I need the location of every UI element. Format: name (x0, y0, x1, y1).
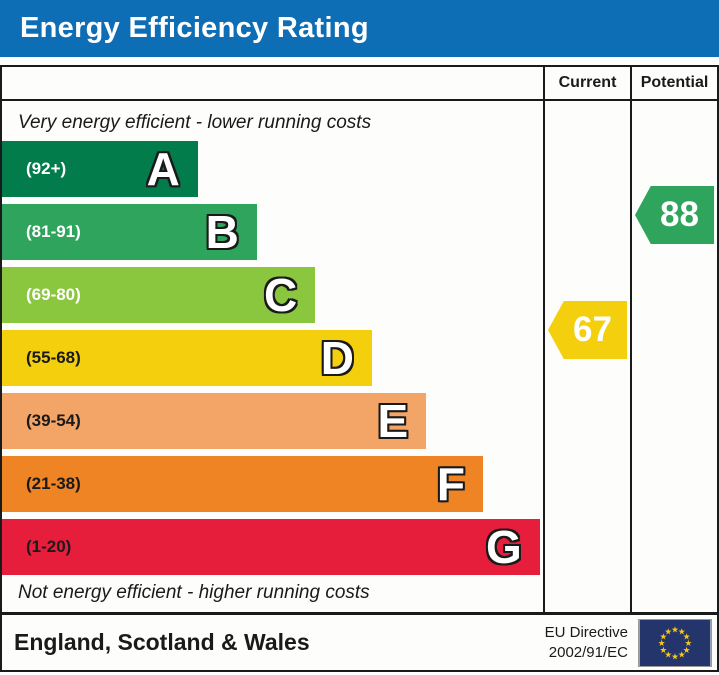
band-chart: Very energy efficient - lower running co… (2, 101, 543, 613)
svg-text:★: ★ (685, 639, 693, 649)
current-rating-arrow: 67 (548, 301, 627, 359)
rating-table: Current Potential Very energy efficient … (0, 65, 719, 615)
page-title: Energy Efficiency Rating (20, 12, 369, 44)
band-range-label: (55-68) (26, 348, 81, 367)
top-note: Very energy efficient - lower running co… (18, 112, 372, 133)
svg-text:★: ★ (664, 627, 672, 637)
band-letter: A (146, 143, 180, 195)
svg-text:★: ★ (658, 639, 666, 649)
band-range-label: (1-20) (26, 537, 72, 556)
potential-rating-value: 88 (660, 195, 699, 234)
potential-rating-arrow: 88 (635, 186, 714, 244)
svg-text:★: ★ (683, 632, 691, 642)
band-range-label: (81-91) (26, 222, 81, 241)
band-letter: B (205, 206, 239, 258)
band-row-g: (1-20) G (2, 519, 540, 575)
band-letter: G (485, 521, 522, 573)
band-letter: F (436, 458, 465, 510)
eu-directive-label: EU Directive 2002/91/EC (544, 624, 628, 661)
header-spacer (2, 67, 543, 101)
svg-text:★: ★ (671, 625, 679, 635)
band-list: (92+) A (81-91) B (69-80) C (55-68) D (3… (2, 141, 543, 575)
svg-text:★: ★ (664, 650, 672, 660)
band-row-b: (81-91) B (2, 204, 257, 260)
eu-flag-icon: ★ ★ ★ ★ ★ ★ ★ ★ ★ ★ ★ ★ (638, 618, 712, 667)
column-header-potential: Potential (630, 67, 717, 101)
svg-text:★: ★ (671, 652, 679, 662)
region-label: England, Scotland & Wales (14, 629, 310, 655)
band-letter: E (377, 395, 409, 447)
band-range-label: (92+) (26, 159, 67, 178)
column-header-current: Current (543, 67, 630, 101)
svg-text:★: ★ (678, 627, 686, 637)
bottom-note: Not energy efficient - higher running co… (18, 582, 370, 603)
svg-text:★: ★ (683, 645, 691, 655)
band-letter: C (264, 269, 298, 321)
svg-text:★: ★ (660, 632, 668, 642)
band-row-c: (69-80) C (2, 267, 316, 323)
svg-text:★: ★ (660, 645, 668, 655)
band-letter: D (320, 332, 355, 384)
band-range-label: (69-80) (26, 285, 81, 304)
footer-bar: England, Scotland & Wales EU Directive 2… (0, 612, 719, 672)
band-row-a: (92+) A (2, 141, 198, 197)
band-range-label: (21-38) (26, 474, 81, 493)
current-rating-value: 67 (573, 310, 612, 349)
band-range-label: (39-54) (26, 411, 81, 430)
band-row-e: (39-54) E (2, 393, 427, 449)
band-row-d: (55-68) D (2, 330, 373, 386)
current-column: 67 (543, 101, 630, 613)
title-bar: Energy Efficiency Rating (0, 0, 719, 57)
svg-text:★: ★ (678, 650, 686, 660)
potential-column: 88 (630, 101, 717, 613)
band-row-f: (21-38) F (2, 456, 483, 512)
